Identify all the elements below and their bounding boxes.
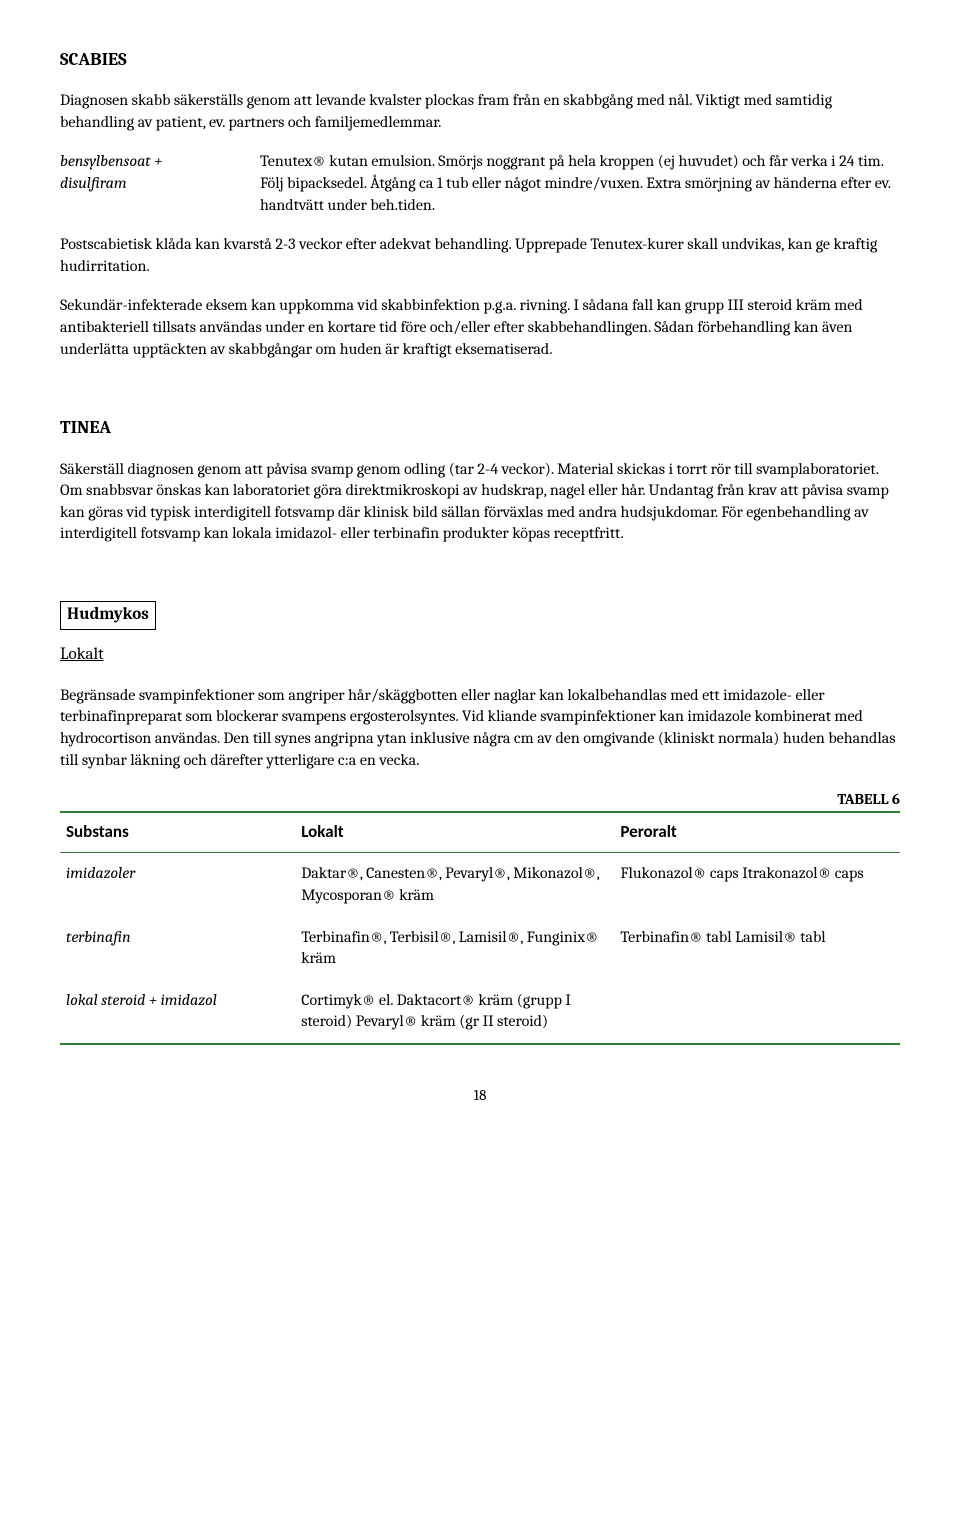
drug-instructions: Tenutex® kutan emulsion. Smörjs noggrant… — [260, 151, 900, 216]
cell-substance: lokal steroid + imidazol — [60, 980, 295, 1044]
paragraph: Sekundär-infekterade eksem kan uppkomma … — [60, 295, 900, 360]
cell-lokalt: Cortimyk® el. Daktacort® kräm (grupp I s… — [295, 980, 614, 1044]
paragraph: Postscabietisk klåda kan kvarstå 2-3 vec… — [60, 234, 900, 277]
cell-lokalt: Terbinafin®, Terbisil®, Lamisil®, Fungin… — [295, 917, 614, 980]
page-number: 18 — [60, 1085, 900, 1105]
paragraph: Diagnosen skabb säkerställs genom att le… — [60, 90, 900, 133]
drug-substance-line2: disulfiram — [60, 174, 127, 192]
section-heading-scabies: SCABIES — [60, 48, 900, 72]
boxed-heading-hudmykos: Hudmykos — [60, 601, 156, 630]
table-header-peroralt: Peroralt — [614, 812, 900, 852]
paragraph: Säkerställ diagnosen genom att påvisa sv… — [60, 459, 900, 545]
cell-peroralt: Terbinafin® tabl Lamisil® tabl — [614, 917, 900, 980]
cell-substance: imidazoler — [60, 853, 295, 917]
table-header-row: Substans Lokalt Peroralt — [60, 812, 900, 852]
paragraph: Begränsade svampinfektioner som angriper… — [60, 685, 900, 771]
section-heading-tinea: TINEA — [60, 416, 900, 440]
medication-table: Substans Lokalt Peroralt imidazoler Dakt… — [60, 811, 900, 1045]
drug-substance: bensylbensoat + disulfiram — [60, 151, 260, 194]
cell-peroralt — [614, 980, 900, 1044]
table-row: imidazoler Daktar®, Canesten®, Pevaryl®,… — [60, 853, 900, 917]
cell-peroralt: Flukonazol® caps Itrakonazol® caps — [614, 853, 900, 917]
drug-substance-line1: bensylbensoat + — [60, 152, 162, 170]
table-row: lokal steroid + imidazol Cortimyk® el. D… — [60, 980, 900, 1044]
drug-entry: bensylbensoat + disulfiram Tenutex® kuta… — [60, 151, 900, 216]
cell-substance: terbinafin — [60, 917, 295, 980]
table-header-substans: Substans — [60, 812, 295, 852]
table-header-lokalt: Lokalt — [295, 812, 614, 852]
subheading-lokalt: Lokalt — [60, 644, 900, 667]
table-label: TABELL 6 — [60, 789, 900, 809]
table-row: terbinafin Terbinafin®, Terbisil®, Lamis… — [60, 917, 900, 980]
cell-lokalt: Daktar®, Canesten®, Pevaryl®, Mikonazol®… — [295, 853, 614, 917]
